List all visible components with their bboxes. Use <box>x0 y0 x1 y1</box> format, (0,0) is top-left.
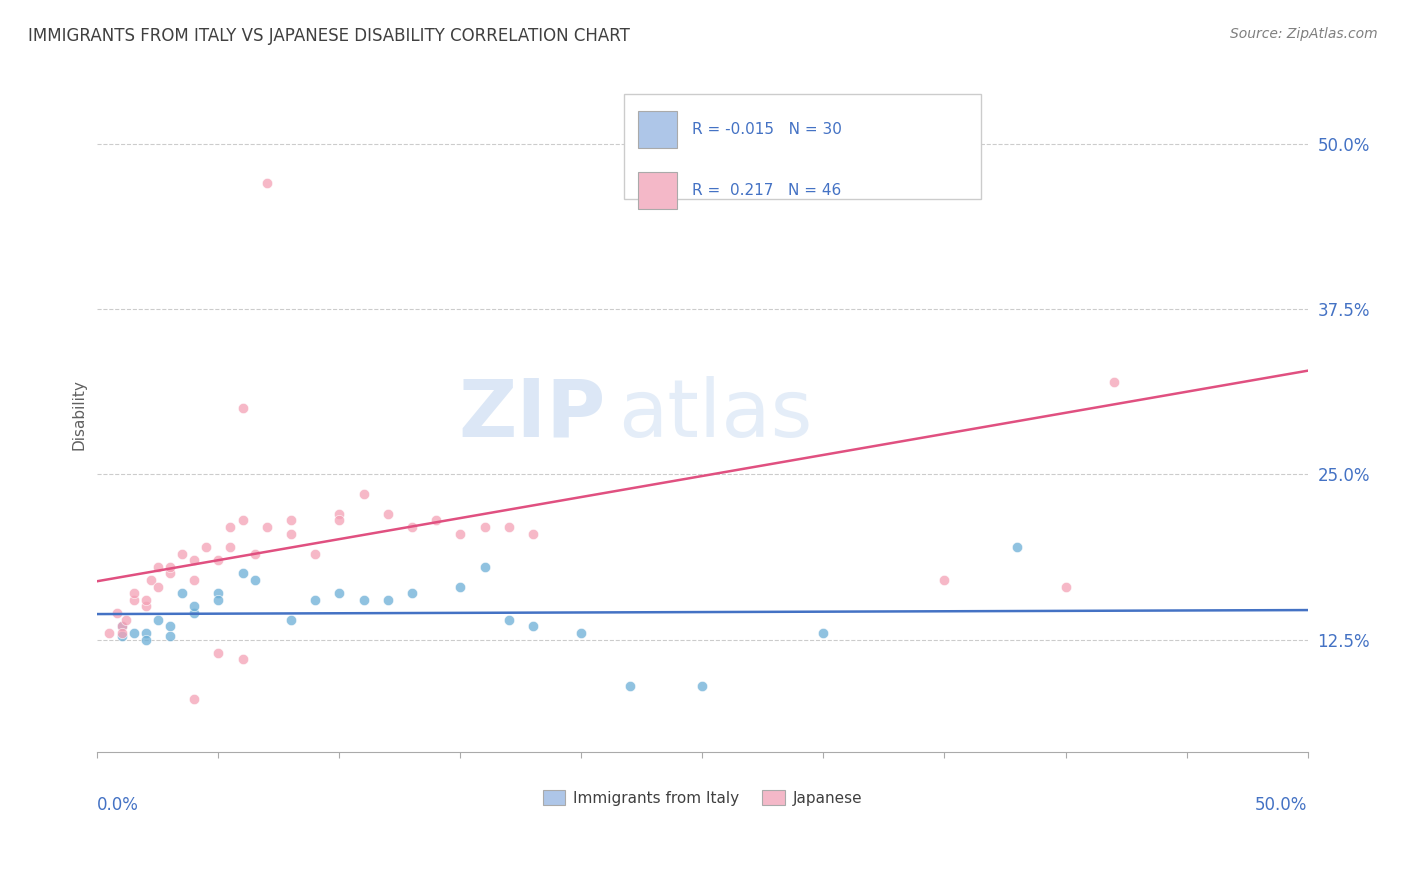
Point <box>474 559 496 574</box>
Point <box>232 652 254 666</box>
Point <box>159 559 181 574</box>
Point <box>105 606 128 620</box>
Point <box>122 626 145 640</box>
Point <box>207 646 229 660</box>
Text: IMMIGRANTS FROM ITALY VS JAPANESE DISABILITY CORRELATION CHART: IMMIGRANTS FROM ITALY VS JAPANESE DISABI… <box>28 27 630 45</box>
Point <box>219 540 242 554</box>
Point <box>232 401 254 415</box>
Point <box>135 632 157 647</box>
Text: ZIP: ZIP <box>458 376 606 454</box>
FancyBboxPatch shape <box>638 112 678 148</box>
Point <box>243 573 266 587</box>
Point <box>122 586 145 600</box>
Point <box>692 679 714 693</box>
FancyBboxPatch shape <box>638 172 678 210</box>
Point <box>328 507 350 521</box>
Point <box>377 507 399 521</box>
Point <box>522 526 544 541</box>
Point <box>280 613 302 627</box>
Point <box>1054 580 1077 594</box>
Point <box>170 586 193 600</box>
Text: atlas: atlas <box>617 376 813 454</box>
Point <box>110 628 132 642</box>
Point <box>280 526 302 541</box>
Point <box>328 513 350 527</box>
Point <box>449 580 471 594</box>
Legend: Immigrants from Italy, Japanese: Immigrants from Italy, Japanese <box>537 783 869 812</box>
Point <box>207 586 229 600</box>
Point <box>353 592 375 607</box>
Point <box>304 547 326 561</box>
Point <box>146 613 169 627</box>
Point <box>328 586 350 600</box>
Point <box>183 553 205 567</box>
Text: Source: ZipAtlas.com: Source: ZipAtlas.com <box>1230 27 1378 41</box>
Point <box>522 619 544 633</box>
Point <box>122 592 145 607</box>
Point <box>1102 375 1125 389</box>
Point <box>183 599 205 614</box>
Text: R =  0.217   N = 46: R = 0.217 N = 46 <box>692 183 841 198</box>
Point <box>449 526 471 541</box>
Point <box>115 613 138 627</box>
Point <box>110 619 132 633</box>
Point <box>401 520 423 534</box>
Point <box>135 599 157 614</box>
Point <box>401 586 423 600</box>
Y-axis label: Disability: Disability <box>72 379 86 450</box>
Point <box>146 580 169 594</box>
Point <box>139 573 162 587</box>
Point <box>207 553 229 567</box>
Point <box>256 176 278 190</box>
Point <box>256 520 278 534</box>
Point <box>183 692 205 706</box>
Point <box>183 573 205 587</box>
Text: 0.0%: 0.0% <box>97 796 139 814</box>
Text: R = -0.015   N = 30: R = -0.015 N = 30 <box>692 122 841 137</box>
Point <box>353 487 375 501</box>
Point <box>170 547 193 561</box>
FancyBboxPatch shape <box>624 95 981 199</box>
Point <box>110 619 132 633</box>
Point <box>183 606 205 620</box>
Point <box>207 592 229 607</box>
Point <box>571 626 593 640</box>
Point <box>110 626 132 640</box>
Point <box>280 513 302 527</box>
Point <box>304 592 326 607</box>
Point <box>1005 540 1028 554</box>
Point <box>813 626 835 640</box>
Point <box>232 513 254 527</box>
Point <box>159 628 181 642</box>
Point <box>159 619 181 633</box>
Point <box>498 520 520 534</box>
Point <box>135 592 157 607</box>
Point <box>135 626 157 640</box>
Point <box>159 566 181 581</box>
Point <box>934 573 956 587</box>
Point <box>98 626 121 640</box>
Point <box>243 547 266 561</box>
Point <box>146 559 169 574</box>
Point <box>377 592 399 607</box>
Point <box>219 520 242 534</box>
Point <box>498 613 520 627</box>
Point <box>425 513 447 527</box>
Text: 50.0%: 50.0% <box>1256 796 1308 814</box>
Point <box>619 679 641 693</box>
Point <box>232 566 254 581</box>
Point <box>813 150 835 164</box>
Point <box>195 540 218 554</box>
Point <box>474 520 496 534</box>
